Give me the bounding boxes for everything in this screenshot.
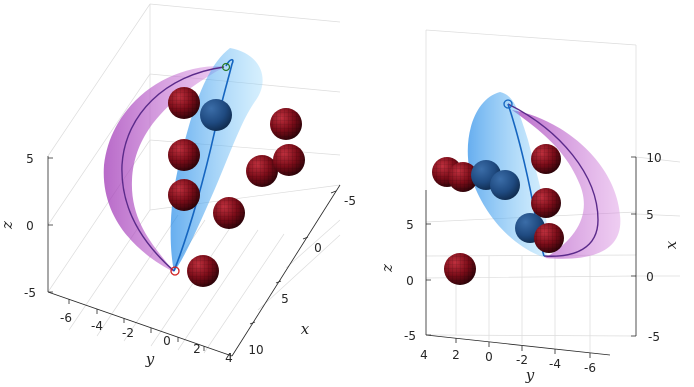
right-z-tick-labels: 5 0 -5 bbox=[404, 218, 416, 343]
left-z-tick-labels: 5 0 -5 bbox=[24, 152, 36, 300]
left-y-tick: 4 bbox=[225, 351, 233, 365]
left-y-tick: 0 bbox=[163, 334, 171, 348]
right-y-tick: 2 bbox=[452, 348, 460, 362]
right-x-tick: 5 bbox=[646, 208, 654, 222]
left-z-tick: -5 bbox=[24, 286, 36, 300]
left-y-tick: -2 bbox=[122, 326, 134, 340]
left-sphere bbox=[187, 255, 219, 287]
left-z-axis-label: z bbox=[0, 221, 16, 230]
left-axes bbox=[47, 156, 341, 357]
left-y-tick-labels: -6 -4 -2 0 2 4 bbox=[60, 311, 233, 365]
right-z-axis-label: z bbox=[378, 264, 396, 273]
left-obstacle-spheres bbox=[168, 87, 305, 287]
right-y-tick: -6 bbox=[584, 361, 596, 375]
right-sphere bbox=[534, 223, 564, 253]
right-x-tick: -5 bbox=[648, 330, 660, 344]
right-obstacle-spheres bbox=[432, 144, 564, 285]
right-y-tick: -4 bbox=[549, 357, 561, 371]
left-z-tick: 5 bbox=[26, 152, 34, 166]
left-sphere bbox=[168, 87, 200, 119]
left-trajectory-magenta bbox=[121, 66, 225, 272]
left-y-tick: -4 bbox=[91, 319, 103, 333]
right-sphere bbox=[531, 188, 561, 218]
left-sphere bbox=[273, 144, 305, 176]
right-sphere bbox=[490, 170, 520, 200]
left-x-axis-label: x bbox=[301, 320, 310, 338]
right-y-tick: -2 bbox=[516, 353, 528, 367]
left-sphere bbox=[168, 139, 200, 171]
left-y-axis-label: y bbox=[145, 350, 155, 368]
right-z-tick: -5 bbox=[404, 329, 416, 343]
left-y-tick: 2 bbox=[193, 342, 201, 356]
right-x-tick-labels: 10 5 0 -5 bbox=[646, 151, 661, 344]
right-3d-plot: 5 0 -5 4 2 0 -2 -4 -6 10 5 0 -5 z y x bbox=[378, 29, 681, 384]
right-axes bbox=[425, 156, 637, 358]
left-x-tick: 10 bbox=[248, 343, 263, 357]
right-z-tick: 0 bbox=[406, 274, 414, 288]
right-z-tick: 5 bbox=[406, 218, 414, 232]
right-x-tick: 10 bbox=[646, 151, 661, 165]
right-x-axis-label: x bbox=[662, 240, 680, 249]
left-x-tick: -5 bbox=[344, 194, 356, 208]
right-y-axis-label: y bbox=[525, 366, 535, 384]
left-x-tick-labels: -5 0 5 10 bbox=[248, 194, 356, 357]
left-sphere bbox=[168, 179, 200, 211]
right-y-tick-labels: 4 2 0 -2 -4 -6 bbox=[420, 348, 596, 375]
left-sphere bbox=[200, 99, 232, 131]
right-trajectory-magenta bbox=[507, 103, 599, 257]
right-y-tick: 4 bbox=[420, 348, 428, 362]
right-x-tick: 0 bbox=[646, 270, 654, 284]
right-start-marker bbox=[503, 99, 513, 109]
right-y-tick: 0 bbox=[485, 350, 493, 364]
left-sphere bbox=[270, 108, 302, 140]
left-x-tick: 0 bbox=[314, 241, 322, 255]
right-sphere bbox=[444, 253, 476, 285]
left-3d-plot: 5 0 -5 -6 -4 -2 0 2 4 -5 0 5 10 z y x bbox=[0, 3, 356, 368]
left-x-tick: 5 bbox=[281, 292, 289, 306]
left-start-marker bbox=[170, 266, 180, 276]
left-z-tick: 0 bbox=[26, 219, 34, 233]
right-sphere bbox=[448, 162, 478, 192]
right-sphere bbox=[531, 144, 561, 174]
left-y-tick: -6 bbox=[60, 311, 72, 325]
left-sphere bbox=[213, 197, 245, 229]
left-sphere bbox=[246, 155, 278, 187]
right-magenta-tube bbox=[512, 110, 621, 259]
left-goal-marker bbox=[221, 62, 231, 72]
